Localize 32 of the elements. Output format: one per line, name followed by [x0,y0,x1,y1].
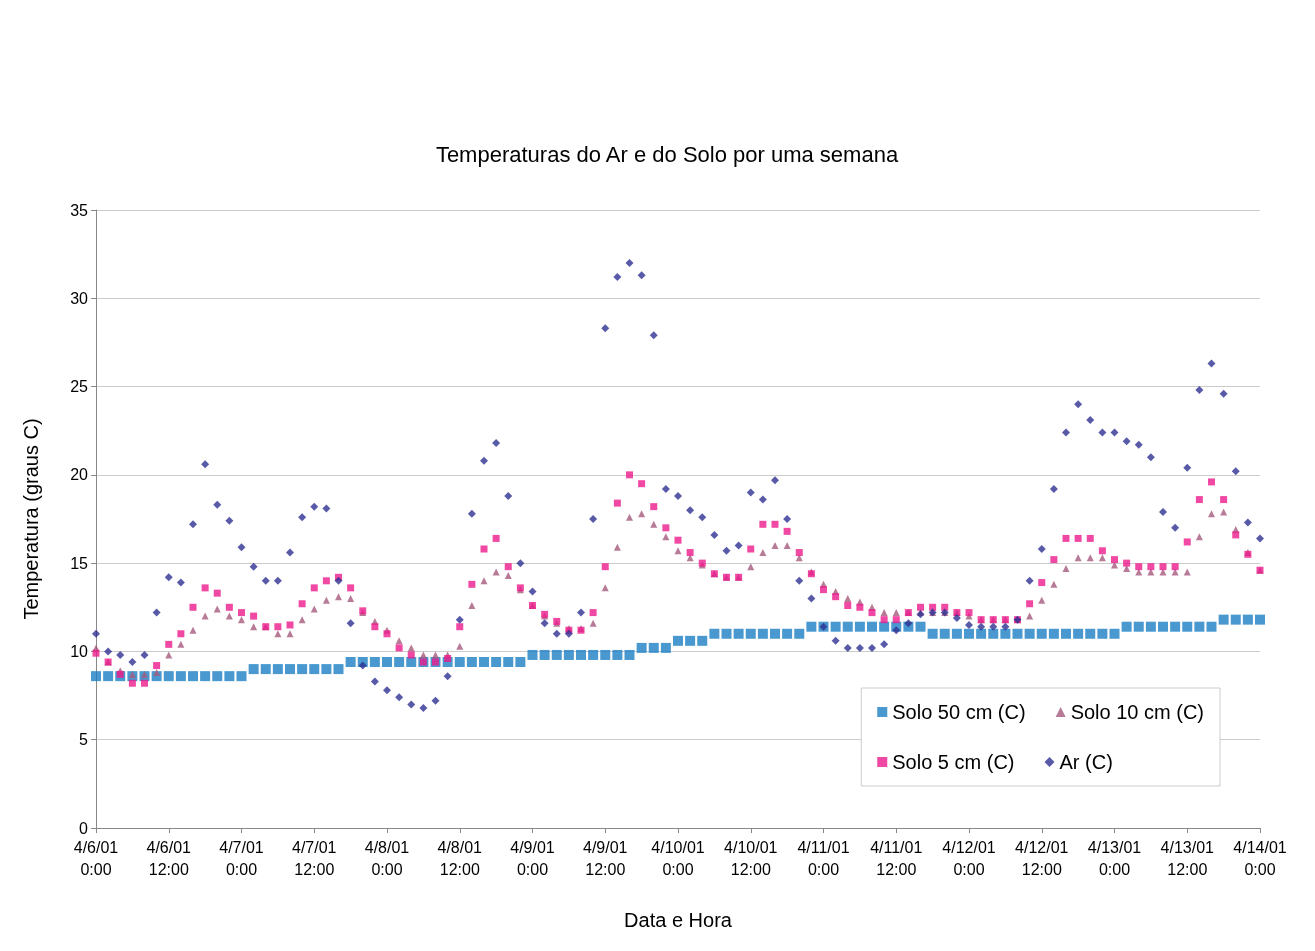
x-tick-label: 4/13/01 0:00 [1087,838,1142,878]
legend-label: Solo 5 cm (C) [892,751,1015,773]
x-tick-label: 4/9/01 0:00 [510,838,555,878]
y-axis-title: Temperatura (graus C) [20,418,42,620]
x-tick-label: 4/7/01 12:00 [292,838,337,878]
legend-label: Ar (C) [1059,751,1113,773]
y-tick-label: 15 [70,554,89,572]
x-tick-label: 4/14/01 0:00 [1233,838,1287,878]
y-tick-label: 0 [79,819,89,837]
legend-label: Solo 10 cm (C) [1070,701,1205,723]
x-tick-label: 4/10/01 12:00 [724,838,778,878]
x-tick-label: 4/12/01 0:00 [942,838,996,878]
chart-title: Temperaturas do Ar e do Solo por uma semana [435,141,899,167]
x-tick-label: 4/9/01 12:00 [583,838,628,878]
x-tick-label: 4/8/01 12:00 [437,838,483,878]
x-tick-label: 4/12/01 12:00 [1015,838,1069,878]
y-tick-label: 30 [70,289,89,307]
y-tick-label: 10 [70,642,89,660]
y-tick-label: 25 [70,378,89,396]
x-tick-label: 4/11/01 0:00 [797,838,850,878]
x-tick-label: 4/6/01 12:00 [146,838,192,878]
x-tick-label: 4/7/01 0:00 [219,838,264,878]
x-axis-title: Data e Hora [624,909,733,931]
x-tick-label: 4/10/01 0:00 [651,838,705,878]
y-tick-label: 20 [70,466,89,484]
x-tick-label: 4/8/01 0:00 [364,838,410,878]
x-tick-label: 4/13/01 12:00 [1160,838,1215,878]
y-tick-label: 35 [70,201,89,219]
legend-label: Solo 50 cm (C) [892,701,1026,723]
x-tick-label: 4/11/01 12:00 [870,838,923,878]
y-tick-label: 5 [79,731,89,749]
x-tick-label: 4/6/01 0:00 [73,838,119,878]
